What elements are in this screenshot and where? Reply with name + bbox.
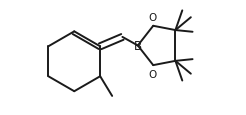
Text: O: O <box>148 12 156 22</box>
Text: B: B <box>134 40 142 52</box>
Text: O: O <box>148 70 156 80</box>
